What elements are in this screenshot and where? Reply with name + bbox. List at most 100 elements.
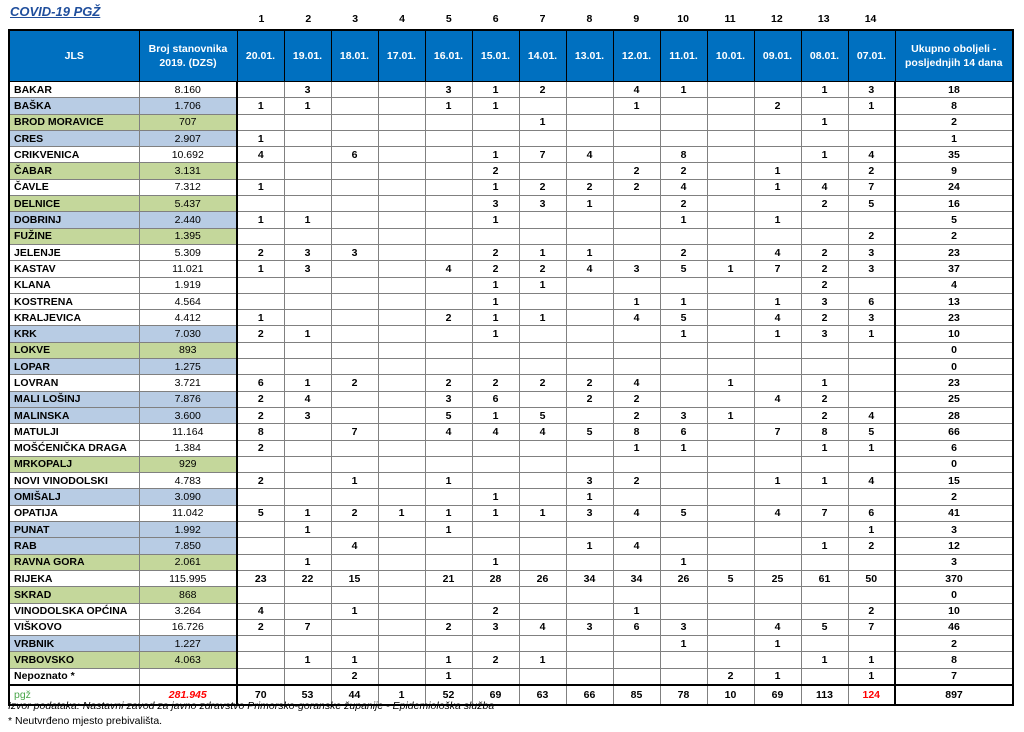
day-cell [377,162,426,180]
jls-name: MALINSKA [8,406,140,425]
day-cell [706,146,755,164]
population-cell: 10.692 [138,146,238,164]
day-cell: 28 [471,569,520,588]
day-cell: 2 [424,618,473,637]
day-cell: 5 [800,618,849,637]
day-cell: 1 [283,504,332,523]
table-row: LOVRAN 3.721 6 1 2 2 2 2 2 4 1 1 23 [8,374,1014,392]
day-cell [800,341,849,360]
population-cell: 11.164 [138,423,238,441]
table-row: KRK 7.030 2 1 1 1 1 3 1 10 [8,325,1014,343]
day-cell: 4 [753,309,802,327]
day-cell [565,227,614,245]
day-cell: 2 [612,162,661,180]
population-cell: 8.160 [138,80,238,99]
jls-name: MATULJI [8,423,140,441]
day-cell [612,455,661,474]
table-row: ČABAR 3.131 2 2 2 1 2 9 [8,162,1014,180]
day-cell [659,129,708,148]
day-cell [565,439,614,457]
day-cell [659,113,708,131]
column-number: 6 [492,13,499,25]
jls-name: JELENJE [8,243,140,262]
day-cell: 1 [659,292,708,311]
summary-row: pgž 281.945 70 53 44 1 52 69 63 66 85 78 10 69 113 124 8… [8,683,1014,706]
table-row: SKRAD 868 0 [8,586,1014,604]
day-cell [706,211,755,229]
day-cell [659,341,708,360]
day-cell [424,537,473,555]
day-cell: 2 [471,260,520,278]
day-cell: 7 [800,504,849,523]
table-row: MALI LOŠINJ 7.876 2 4 3 6 2 2 4 2 25 [8,390,1014,408]
day-cell [706,97,755,115]
day-cell [659,97,708,115]
day-cell [377,227,426,245]
day-cell [283,602,332,620]
day-cell: 5 [565,423,614,441]
day-cell: 2 [659,162,708,180]
column-number: 4 [399,13,405,25]
day-cell [236,586,285,604]
day-cell [236,521,285,539]
day-cell [471,667,520,686]
column-number: 13 [817,13,830,25]
table-row: LOKVE 893 0 [8,341,1014,360]
day-cell [424,292,473,311]
day-cell [377,129,426,148]
day-cell: 2 [236,472,285,490]
day-cell [518,341,567,360]
day-cell [424,243,473,262]
day-cell [706,488,755,506]
total-cell: 3 [894,553,1014,571]
day-cell [330,439,379,457]
day-cell [283,635,332,653]
day-cell [236,195,285,213]
total-cell: 23 [894,243,1014,262]
day-cell: 1 [612,439,661,457]
day-cell [283,162,332,180]
day-cell [565,325,614,343]
day-cell [706,292,755,311]
day-cell: 1 [800,439,849,457]
day-cell [424,358,473,376]
day-cell [565,80,614,99]
day-cell: 1 [659,211,708,229]
day-cell [424,129,473,148]
day-cell [565,358,614,376]
day-cell: 2 [424,309,473,327]
jls-name: Nepoznato * [8,667,140,686]
day-cell: 2 [330,374,379,392]
total-cell: 37 [894,260,1014,278]
day-cell: 7 [753,260,802,278]
jls-name: CRES [8,129,140,148]
day-cell [753,488,802,506]
population-cell: 11.042 [138,504,238,523]
day-cell: 4 [847,146,896,164]
day-cell: 4 [565,146,614,164]
day-cell [753,129,802,148]
population-cell: 3.264 [138,602,238,620]
day-cell [424,113,473,131]
day-cell [706,227,755,245]
day-cell: 2 [847,602,896,620]
day-cell: 34 [565,569,614,588]
day-cell: 6 [659,423,708,441]
day-cell [518,292,567,311]
day-cell: 1 [847,521,896,539]
total-cell: 18 [894,80,1014,99]
population-cell: 11.021 [138,260,238,278]
day-cell: 1 [659,635,708,653]
day-cell [330,211,379,229]
day-cell [753,227,802,245]
table-row: KRALJEVICA 4.412 1 2 1 1 4 5 4 2 3 23 [8,309,1014,327]
summary-population: 281.945 [138,683,238,706]
day-cell: 1 [236,178,285,197]
day-cell [800,586,849,604]
day-cell: 1 [753,178,802,197]
day-cell [518,472,567,490]
day-cell: 2 [236,618,285,637]
column-number: 12 [771,13,783,25]
day-cell [330,618,379,637]
jls-name: ČABAR [8,162,140,180]
